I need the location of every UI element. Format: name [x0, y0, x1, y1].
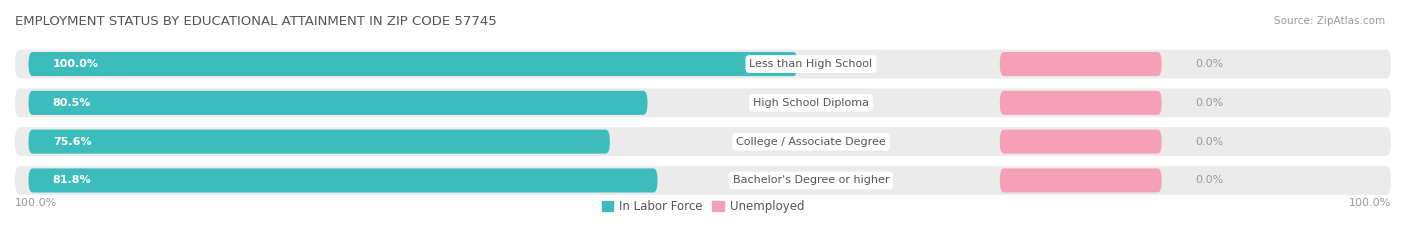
Text: Source: ZipAtlas.com: Source: ZipAtlas.com [1274, 16, 1385, 26]
FancyBboxPatch shape [28, 130, 610, 154]
FancyBboxPatch shape [28, 91, 648, 115]
Text: Bachelor's Degree or higher: Bachelor's Degree or higher [733, 175, 889, 185]
FancyBboxPatch shape [28, 52, 797, 76]
FancyBboxPatch shape [15, 166, 1391, 195]
FancyBboxPatch shape [1000, 168, 1161, 192]
Text: 0.0%: 0.0% [1195, 59, 1223, 69]
Text: Less than High School: Less than High School [749, 59, 873, 69]
FancyBboxPatch shape [15, 89, 1391, 117]
Text: 100.0%: 100.0% [15, 198, 58, 208]
FancyBboxPatch shape [15, 127, 1391, 156]
FancyBboxPatch shape [1000, 52, 1161, 76]
Text: 80.5%: 80.5% [53, 98, 91, 108]
FancyBboxPatch shape [28, 168, 658, 192]
Text: 100.0%: 100.0% [1348, 198, 1391, 208]
Text: 81.8%: 81.8% [53, 175, 91, 185]
FancyBboxPatch shape [1000, 130, 1161, 154]
Text: College / Associate Degree: College / Associate Degree [737, 137, 886, 147]
Text: 0.0%: 0.0% [1195, 98, 1223, 108]
Text: 0.0%: 0.0% [1195, 175, 1223, 185]
FancyBboxPatch shape [15, 50, 1391, 78]
FancyBboxPatch shape [1000, 91, 1161, 115]
Text: 75.6%: 75.6% [53, 137, 91, 147]
Legend: In Labor Force, Unemployed: In Labor Force, Unemployed [598, 195, 808, 218]
Text: 100.0%: 100.0% [53, 59, 98, 69]
Text: EMPLOYMENT STATUS BY EDUCATIONAL ATTAINMENT IN ZIP CODE 57745: EMPLOYMENT STATUS BY EDUCATIONAL ATTAINM… [15, 15, 496, 28]
Text: High School Diploma: High School Diploma [754, 98, 869, 108]
Text: 0.0%: 0.0% [1195, 137, 1223, 147]
